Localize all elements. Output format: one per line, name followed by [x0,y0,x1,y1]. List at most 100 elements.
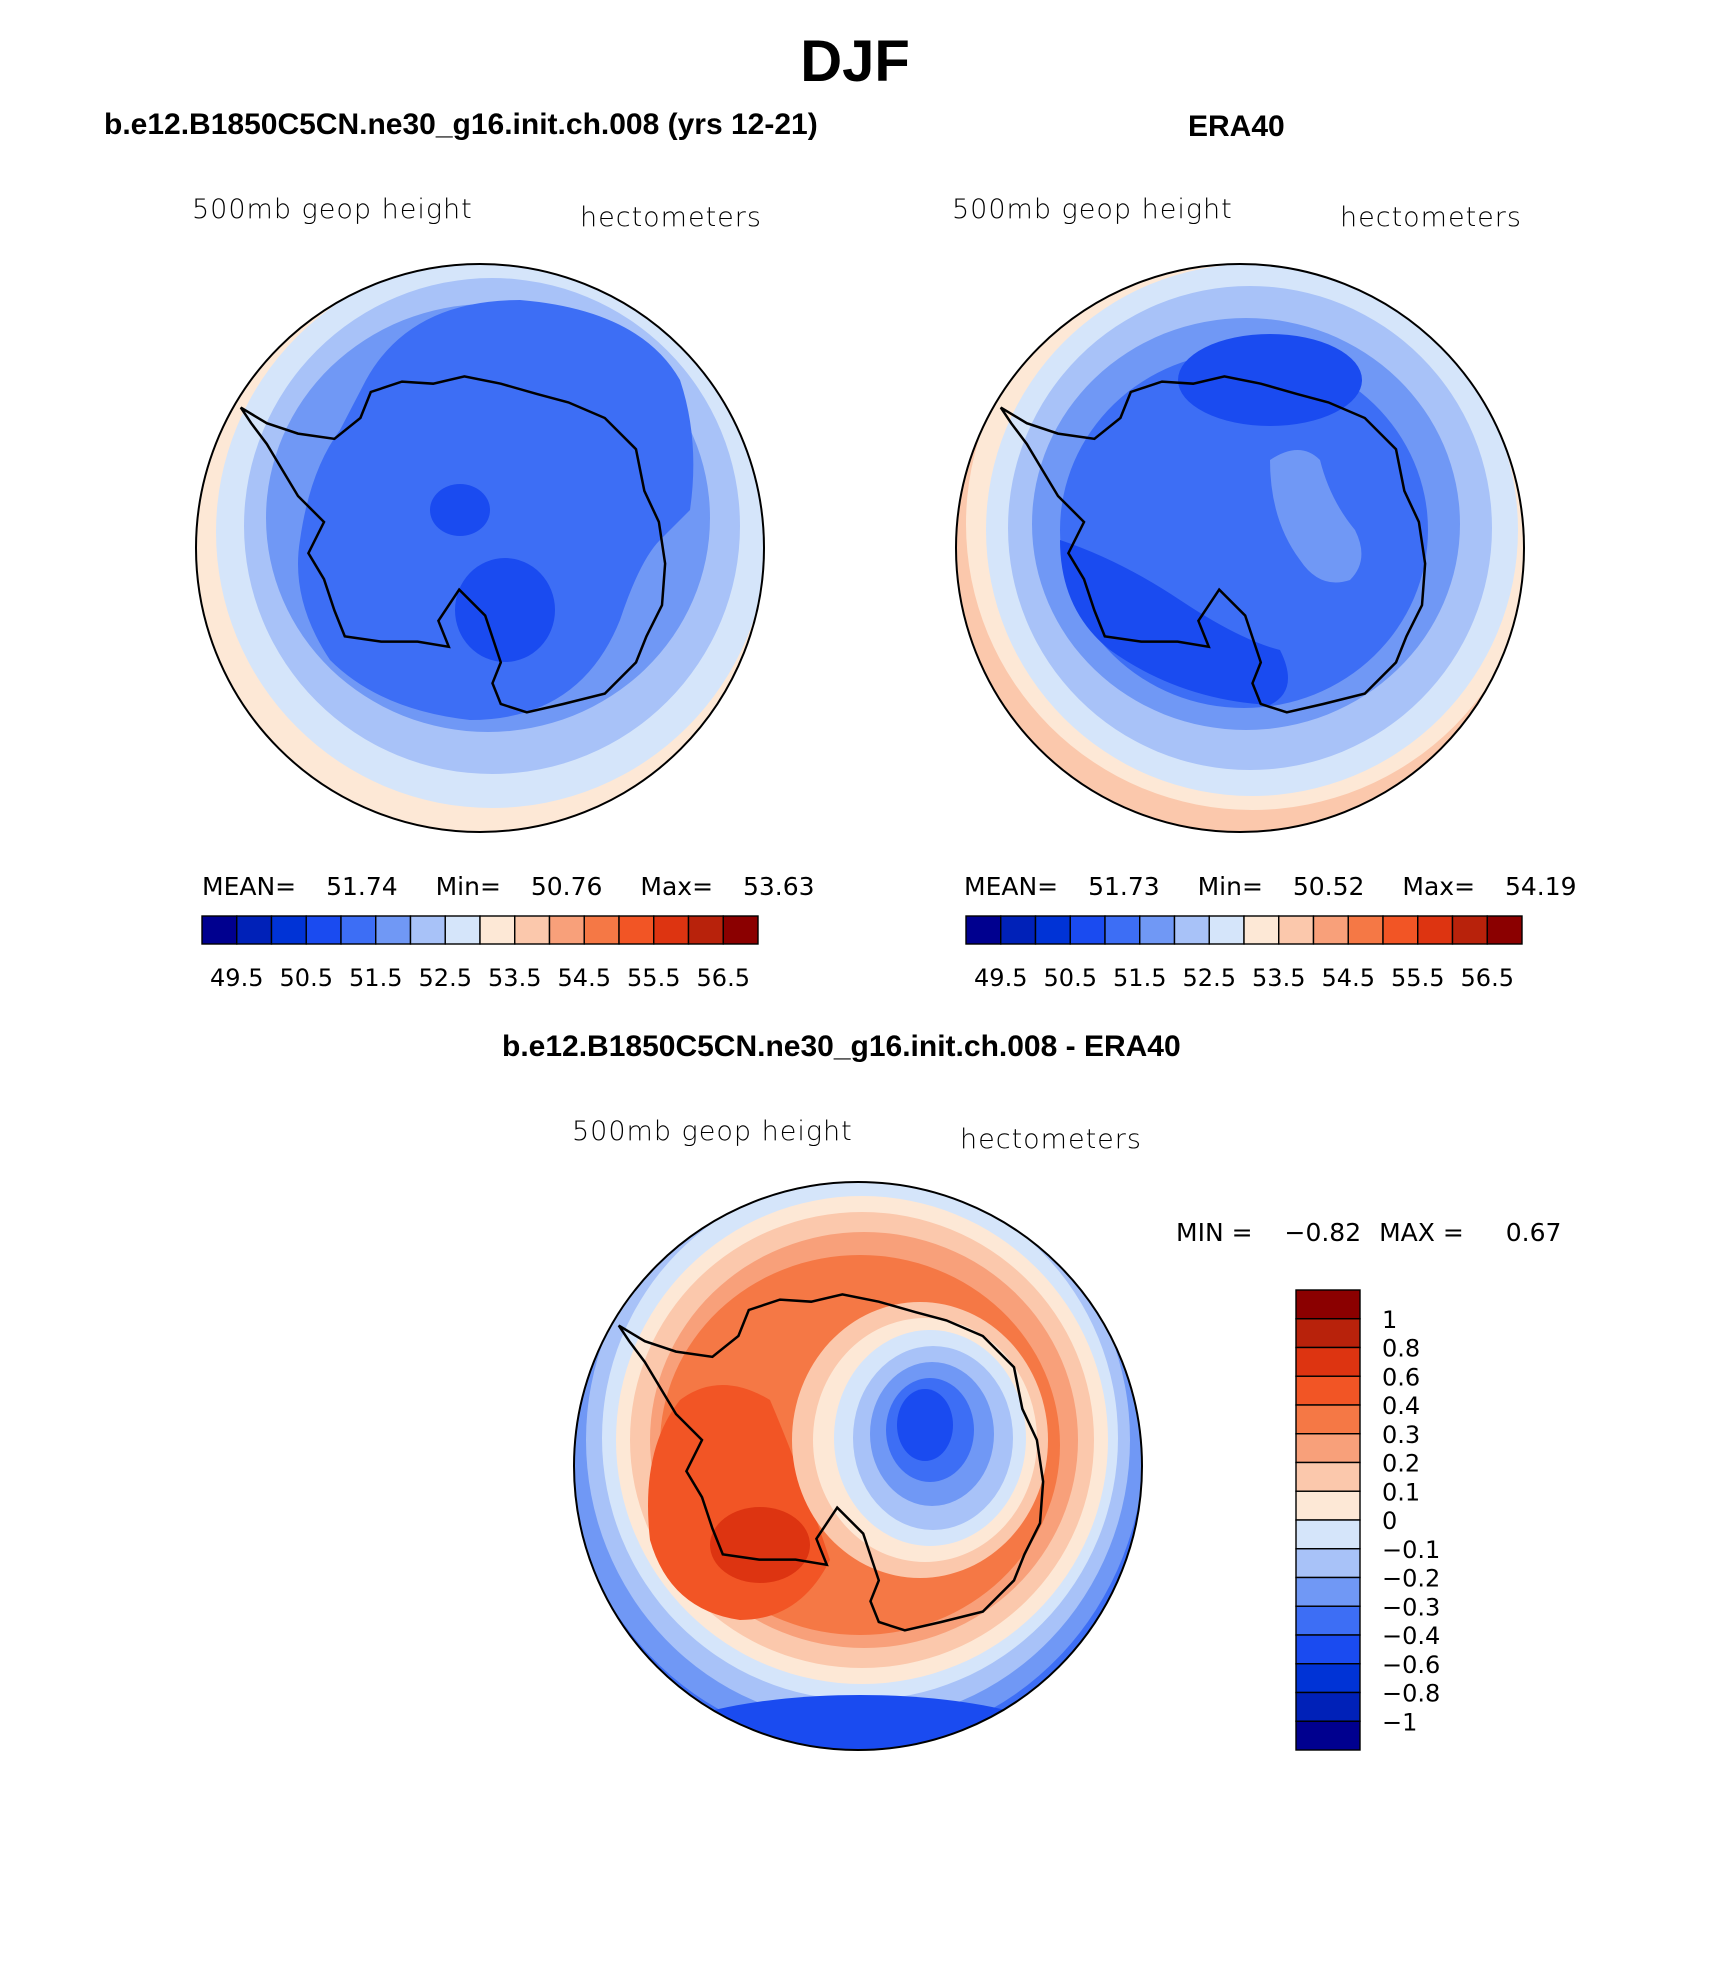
diff-colorbar-box [1295,1605,1361,1636]
obs-colorbar-label: 55.5 [1391,964,1444,992]
obs-colorbar-box [965,915,1002,945]
obs-colorbar-label: 51.5 [1113,964,1166,992]
diff-units-label: hectometers [960,1124,1142,1155]
obs-colorbar-label: 49.5 [974,964,1027,992]
obs-colorbar-label: 53.5 [1252,964,1305,992]
diff-colorbar-label: 1 [1382,1306,1397,1334]
obs-colorbar-box [1208,915,1245,945]
obs-colorbar-box [1139,915,1176,945]
diff-colorbar-box [1295,1346,1361,1377]
obs-colorbar-box [1243,915,1280,945]
obs-colorbar-box [1312,915,1349,945]
diff-colorbar-label: −0.4 [1382,1622,1440,1650]
diff-colorbar-label: 0.1 [1382,1478,1420,1506]
diff-colorbar-label: −0.3 [1382,1593,1440,1621]
figure-title: DJF [800,29,910,94]
diff-stats: MIN = −0.82 MAX = 0.67 [1176,1218,1561,1247]
model-max-label: Max= [640,872,714,901]
obs-colorbar-box [1347,915,1384,945]
diff-colorbar-label: −0.1 [1382,1536,1440,1564]
obs-stats: MEAN= 51.73 Min= 50.52 Max= 54.19 [964,872,1577,901]
model-max-value: 53.63 [743,872,815,901]
diff-colorbar-box [1295,1663,1361,1694]
obs-max-value: 54.19 [1505,872,1577,901]
diff-colorbar-label: 0.2 [1382,1450,1420,1478]
obs-units-label: hectometers [1340,202,1522,233]
model-colorbar-label: 52.5 [419,964,472,992]
model-colorbar-label: 50.5 [280,964,333,992]
diff-colorbar: 10.80.60.40.30.20.10−0.1−0.2−0.3−0.4−0.6… [1295,1289,1440,1751]
model-colorbar-box [583,915,620,945]
diff-colorbar-box [1295,1691,1361,1722]
diff-colorbar-box [1295,1318,1361,1349]
obs-colorbar-box [1104,915,1141,945]
diff-colorbar-label: 0.3 [1382,1421,1420,1449]
diff-colorbar-label: 0.4 [1382,1392,1420,1420]
diff-colorbar-box [1295,1548,1361,1579]
obs-colorbar: 49.5 50.5 51.5 52.5 53.5 54.5 55.5 56.5 [965,915,1523,992]
model-stats: MEAN= 51.74 Min= 50.76 Max= 53.63 [202,872,815,901]
model-colorbar-label: 51.5 [349,964,402,992]
diff-colorbar-box [1295,1634,1361,1665]
model-mean-value: 51.74 [326,872,398,901]
obs-colorbar-label: 50.5 [1044,964,1097,992]
diff-min-label: MIN = [1176,1218,1253,1247]
model-mean-label: MEAN= [202,872,297,901]
diff-colorbar-box [1295,1519,1361,1550]
diff-min-value: −0.82 [1284,1218,1362,1247]
obs-colorbar-box [1486,915,1523,945]
model-colorbar-box [236,915,273,945]
diff-colorbar-box [1295,1490,1361,1521]
obs-min-value: 50.52 [1292,872,1365,901]
model-map [195,263,765,833]
model-min-value: 50.76 [530,872,603,901]
diff-colorbar-box [1295,1404,1361,1435]
obs-mean-value: 51.73 [1088,872,1160,901]
model-colorbar-box [479,915,516,945]
diff-colorbar-box [1295,1375,1361,1406]
model-colorbar-box [444,915,481,945]
diff-colorbar-box [1295,1461,1361,1492]
obs-colorbar-box [1417,915,1454,945]
diff-colorbar-box [1295,1576,1361,1607]
model-colorbar-box [409,915,446,945]
diff-variable-label: 500mb geop height [572,1116,853,1147]
model-colorbar-box [270,915,307,945]
diff-map [573,1181,1143,1751]
diff-colorbar-box [1295,1433,1361,1464]
model-colorbar-label: 56.5 [697,964,750,992]
diff-colorbar-label: −0.8 [1382,1680,1440,1708]
model-colorbar-box [375,915,412,945]
model-colorbar: 49.5 50.5 51.5 52.5 53.5 54.5 55.5 56.5 [201,915,759,992]
model-colorbar-box [548,915,585,945]
diff-colorbar-label: 0 [1382,1507,1397,1535]
model-colorbar-box [618,915,655,945]
obs-map [955,263,1525,833]
diff-colorbar-box [1295,1289,1361,1320]
model-colorbar-label: 49.5 [210,964,263,992]
model-colorbar-label: 54.5 [558,964,611,992]
diff-colorbar-label: −1 [1382,1708,1417,1736]
diff-max-value: 0.67 [1505,1218,1562,1247]
diff-colorbar-label: 0.6 [1382,1363,1420,1391]
obs-colorbar-box [1069,915,1106,945]
obs-colorbar-box [1451,915,1488,945]
model-min-label: Min= [435,872,501,901]
model-colorbar-label: 53.5 [488,964,541,992]
model-units-label: hectometers [580,202,762,233]
diff-colorbar-box [1295,1720,1361,1751]
obs-colorbar-box [1000,915,1037,945]
diff-colorbar-label: 0.8 [1382,1335,1420,1363]
obs-colorbar-label: 52.5 [1183,964,1236,992]
model-colorbar-box [687,915,724,945]
model-variable-label: 500mb geop height [192,194,473,225]
obs-colorbar-box [1382,915,1419,945]
obs-panel-title: ERA40 [1188,110,1285,143]
model-colorbar-box [305,915,342,945]
obs-colorbar-label: 54.5 [1322,964,1375,992]
obs-min-label: Min= [1197,872,1263,901]
obs-mean-label: MEAN= [964,872,1059,901]
model-colorbar-label: 55.5 [627,964,680,992]
obs-colorbar-box [1034,915,1071,945]
